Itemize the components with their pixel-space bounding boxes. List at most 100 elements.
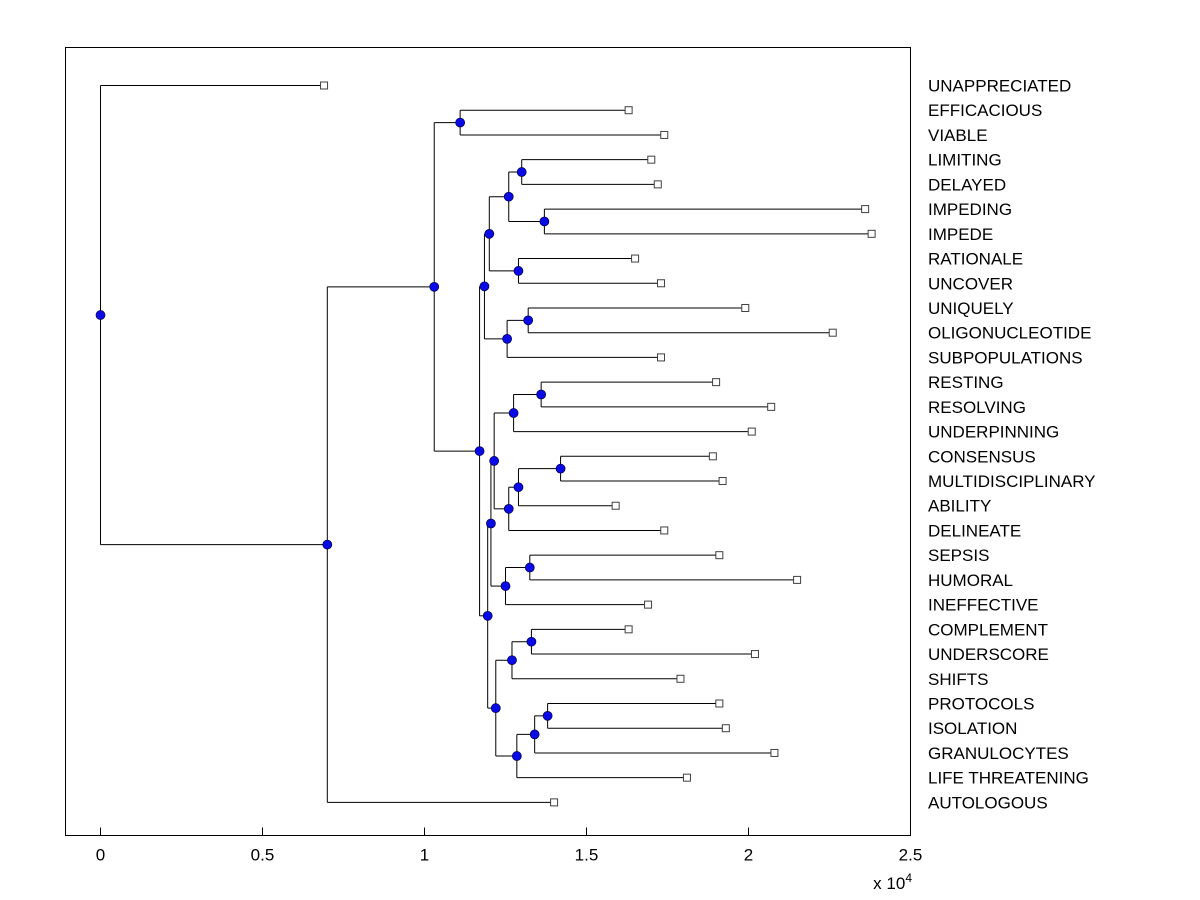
leaf-marker (631, 254, 640, 263)
leaf-label: DELINEATE (928, 521, 1021, 540)
leaf-marker (793, 575, 802, 584)
internal-node-marker (429, 281, 440, 292)
leaf-marker (660, 130, 669, 139)
leaf-marker (741, 303, 750, 312)
leaf-label: MULTIDISCIPLINARY (928, 472, 1096, 491)
internal-node-marker (482, 610, 493, 621)
leaf-label: HUMORAL (928, 571, 1013, 590)
internal-node-marker (486, 518, 496, 529)
leaf-label: PROTOCOLS (928, 695, 1034, 714)
leaf-label: RESTING (928, 373, 1004, 392)
internal-node-marker (555, 463, 566, 474)
leaf-marker (653, 180, 662, 189)
leaf-marker (767, 402, 776, 411)
leaf-marker (861, 205, 870, 214)
internal-node-marker (511, 751, 522, 761)
leaf-marker (676, 674, 685, 683)
leaf-label: ABILITY (928, 497, 991, 516)
internal-node-marker (500, 581, 511, 591)
leaf-marker (660, 526, 669, 535)
x-tick-label: 1 (420, 846, 429, 865)
leaf-label: ISOLATION (928, 719, 1017, 738)
leaf-marker (624, 106, 633, 115)
node-markers (95, 81, 876, 807)
internal-node-marker (513, 266, 524, 276)
leaf-marker (747, 427, 756, 436)
leaf-marker (644, 600, 653, 609)
internal-node-marker (536, 389, 547, 400)
leaf-marker (721, 724, 730, 733)
leaf-label: CONSENSUS (928, 447, 1036, 466)
x-tick-label: 0.5 (251, 846, 275, 865)
internal-node-marker (524, 562, 535, 573)
x-tick-label: 2 (744, 846, 753, 865)
leaf-label: AUTOLOGOUS (928, 793, 1048, 812)
leaf-label: SHIFTS (928, 670, 988, 689)
leaf-label: UNDERPINNING (928, 423, 1059, 442)
leaf-label: LIFE THREATENING (928, 769, 1089, 788)
internal-node-marker (474, 446, 485, 456)
leaf-marker (828, 328, 837, 337)
internal-node-marker (526, 636, 537, 647)
leaf-label: VIABLE (928, 126, 988, 145)
internal-node-marker (539, 216, 550, 227)
leaf-marker (550, 798, 559, 807)
leaf-label: OLIGONUCLEOTIDE (928, 324, 1091, 343)
leaf-label: INEFFECTIVE (928, 596, 1039, 615)
leaf-marker (750, 650, 759, 659)
leaf-marker (715, 699, 724, 708)
internal-node-marker (516, 167, 527, 177)
internal-node-marker (523, 315, 534, 326)
leaf-marker (708, 452, 717, 461)
leaf-label: UNCOVER (928, 274, 1013, 293)
leaf-labels: UNAPPRECIATED EFFICACIOUS VIABLE LIMITING DE… (928, 77, 1096, 813)
leaf-marker (867, 229, 876, 238)
leaf-marker (712, 378, 721, 387)
plot-box (65, 47, 911, 836)
leaf-label: GRANULOCYTES (928, 744, 1069, 763)
internal-node-marker (529, 729, 540, 740)
leaf-marker (624, 625, 633, 634)
leaf-label: EFFICACIOUS (928, 101, 1042, 120)
leaf-label: UNDERSCORE (928, 645, 1049, 664)
leaf-marker (657, 279, 666, 288)
leaf-label: DELAYED (928, 175, 1006, 194)
leaf-label: RESOLVING (928, 398, 1026, 417)
leaf-marker (647, 155, 656, 164)
leaf-marker (715, 551, 724, 560)
leaf-label: IMPEDING (928, 200, 1012, 219)
leaf-label: UNAPPRECIATED (928, 77, 1071, 96)
internal-node-marker (502, 334, 512, 344)
internal-node-marker (507, 655, 517, 666)
leaf-label: COMPLEMENT (928, 620, 1048, 639)
leaf-marker (320, 81, 329, 90)
internal-node-marker (455, 117, 466, 128)
internal-node-marker (479, 281, 490, 292)
internal-node-marker (489, 456, 500, 466)
internal-node-marker (508, 408, 519, 418)
leaf-label: SEPSIS (928, 546, 989, 565)
leaf-label: UNIQUELY (928, 299, 1014, 318)
internal-node-marker (503, 191, 514, 202)
internal-node-marker (484, 228, 495, 239)
leaf-label: LIMITING (928, 151, 1002, 170)
internal-node-marker (95, 310, 106, 320)
leaf-marker (682, 773, 691, 782)
leaf-label: IMPEDE (928, 225, 993, 244)
leaf-marker (657, 353, 666, 362)
x-axis-multiplier: x 104 (873, 871, 912, 893)
leaf-marker (611, 501, 620, 510)
x-tick-label: 2.5 (899, 846, 923, 865)
leaf-label: RATIONALE (928, 250, 1023, 269)
internal-node-marker (490, 703, 501, 714)
internal-node-marker (322, 539, 333, 550)
x-tick-label: 0 (96, 846, 105, 865)
leaf-marker (770, 748, 779, 757)
internal-node-marker (513, 482, 524, 493)
leaf-marker (718, 477, 727, 486)
x-tick-label: 1.5 (575, 846, 599, 865)
internal-node-marker (542, 710, 553, 721)
internal-node-marker (503, 503, 514, 514)
